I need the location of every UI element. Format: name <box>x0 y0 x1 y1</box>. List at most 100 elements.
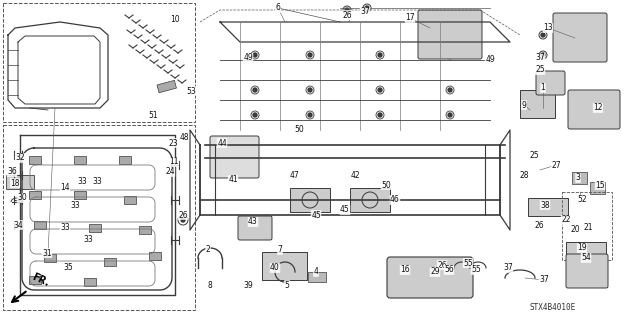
Text: 31: 31 <box>42 249 52 257</box>
Text: 4: 4 <box>314 268 319 277</box>
Text: 33: 33 <box>83 235 93 244</box>
Text: FR.: FR. <box>30 271 51 288</box>
Text: 47: 47 <box>290 170 300 180</box>
Text: 46: 46 <box>390 196 400 204</box>
Text: 9: 9 <box>522 100 527 109</box>
Circle shape <box>181 218 185 222</box>
Text: 44: 44 <box>217 138 227 147</box>
Circle shape <box>448 88 452 92</box>
Circle shape <box>541 53 545 57</box>
Bar <box>29 156 41 164</box>
Bar <box>157 80 177 93</box>
FancyBboxPatch shape <box>238 216 272 240</box>
Text: 26: 26 <box>534 220 544 229</box>
Text: 20: 20 <box>570 226 580 234</box>
FancyBboxPatch shape <box>387 257 473 298</box>
Bar <box>84 278 96 286</box>
Bar <box>350 188 390 212</box>
FancyBboxPatch shape <box>566 254 608 288</box>
Text: 38: 38 <box>540 201 550 210</box>
Circle shape <box>541 33 545 37</box>
Bar <box>3 3 195 122</box>
Text: 48: 48 <box>179 132 189 142</box>
FancyBboxPatch shape <box>536 71 565 95</box>
Circle shape <box>448 53 452 57</box>
Text: 41: 41 <box>228 175 238 184</box>
Text: 37: 37 <box>539 276 549 285</box>
Text: 50: 50 <box>294 125 304 135</box>
Text: 33: 33 <box>77 177 87 187</box>
Circle shape <box>365 6 369 10</box>
Text: 52: 52 <box>577 196 587 204</box>
Text: 8: 8 <box>207 280 212 290</box>
FancyBboxPatch shape <box>210 136 259 178</box>
Text: 33: 33 <box>60 224 70 233</box>
Bar <box>262 252 307 280</box>
Text: 43: 43 <box>248 218 258 226</box>
Bar <box>290 188 330 212</box>
Bar <box>6 175 34 189</box>
FancyBboxPatch shape <box>568 90 620 129</box>
Text: 39: 39 <box>243 280 253 290</box>
Text: 33: 33 <box>92 177 102 187</box>
Text: 26: 26 <box>342 11 352 19</box>
Text: 22: 22 <box>561 216 571 225</box>
Circle shape <box>378 88 382 92</box>
Bar <box>308 272 326 282</box>
Text: 37: 37 <box>360 8 370 17</box>
Bar <box>29 191 41 199</box>
Text: 50: 50 <box>381 181 391 189</box>
Bar <box>149 252 161 260</box>
Text: 1: 1 <box>541 84 545 93</box>
Bar <box>562 192 612 260</box>
Text: 40: 40 <box>270 263 280 272</box>
Text: 35: 35 <box>63 263 73 272</box>
Text: 45: 45 <box>340 205 350 214</box>
Text: 55: 55 <box>463 258 473 268</box>
Text: 13: 13 <box>543 24 553 33</box>
Bar <box>566 242 606 264</box>
Text: 19: 19 <box>577 243 587 253</box>
Text: 27: 27 <box>551 160 561 169</box>
Bar <box>590 182 605 194</box>
Circle shape <box>308 88 312 92</box>
Bar <box>520 90 555 118</box>
Text: 26: 26 <box>437 261 447 270</box>
Text: 49: 49 <box>485 56 495 64</box>
Text: 45: 45 <box>311 211 321 219</box>
Text: 14: 14 <box>60 183 70 192</box>
Text: 42: 42 <box>350 170 360 180</box>
Circle shape <box>448 113 452 117</box>
Bar <box>29 276 41 284</box>
Bar <box>74 191 86 199</box>
Circle shape <box>308 53 312 57</box>
Text: 25: 25 <box>535 65 545 75</box>
Text: 10: 10 <box>170 16 180 25</box>
Text: 30: 30 <box>17 194 27 203</box>
Bar <box>104 258 116 266</box>
Text: 25: 25 <box>529 151 539 160</box>
Text: 33: 33 <box>70 201 80 210</box>
Bar <box>44 254 56 262</box>
Bar <box>124 196 136 204</box>
Circle shape <box>378 53 382 57</box>
Text: 24: 24 <box>165 167 175 176</box>
Bar <box>34 221 46 229</box>
Text: STX4B4010E: STX4B4010E <box>530 303 576 312</box>
Text: 34: 34 <box>13 220 23 229</box>
Bar <box>89 224 101 232</box>
Text: 26: 26 <box>178 211 188 219</box>
Text: 21: 21 <box>583 224 593 233</box>
Bar <box>572 172 587 184</box>
Circle shape <box>253 113 257 117</box>
Bar <box>528 198 568 216</box>
Text: 54: 54 <box>581 254 591 263</box>
Bar <box>74 156 86 164</box>
Text: 53: 53 <box>186 86 196 95</box>
Bar <box>139 226 151 234</box>
Text: 5: 5 <box>285 280 289 290</box>
FancyBboxPatch shape <box>553 13 607 62</box>
FancyBboxPatch shape <box>418 10 482 59</box>
Circle shape <box>308 113 312 117</box>
Text: 23: 23 <box>168 138 178 147</box>
